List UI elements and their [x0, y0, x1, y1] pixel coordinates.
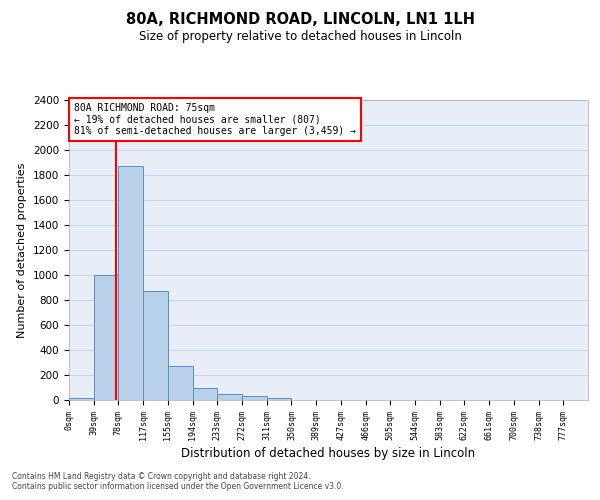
- Bar: [94, 275, 118, 400]
- Bar: [118, 166, 143, 400]
- Bar: [242, 396, 267, 400]
- Text: Contains public sector information licensed under the Open Government Licence v3: Contains public sector information licen…: [12, 482, 344, 491]
- Bar: [69, 398, 94, 400]
- X-axis label: Distribution of detached houses by size in Lincoln: Distribution of detached houses by size …: [181, 446, 476, 460]
- Bar: [217, 394, 242, 400]
- Text: 80A RICHMOND ROAD: 75sqm
← 19% of detached houses are smaller (807)
81% of semi-: 80A RICHMOND ROAD: 75sqm ← 19% of detach…: [74, 103, 356, 136]
- Text: 80A, RICHMOND ROAD, LINCOLN, LN1 1LH: 80A, RICHMOND ROAD, LINCOLN, LN1 1LH: [125, 12, 475, 28]
- Text: Size of property relative to detached houses in Lincoln: Size of property relative to detached ho…: [139, 30, 461, 43]
- Bar: [267, 398, 292, 400]
- Bar: [143, 291, 168, 400]
- Bar: [193, 388, 217, 400]
- Text: Contains HM Land Registry data © Crown copyright and database right 2024.: Contains HM Land Registry data © Crown c…: [12, 472, 311, 481]
- Bar: [168, 366, 193, 400]
- Y-axis label: Number of detached properties: Number of detached properties: [17, 162, 28, 338]
